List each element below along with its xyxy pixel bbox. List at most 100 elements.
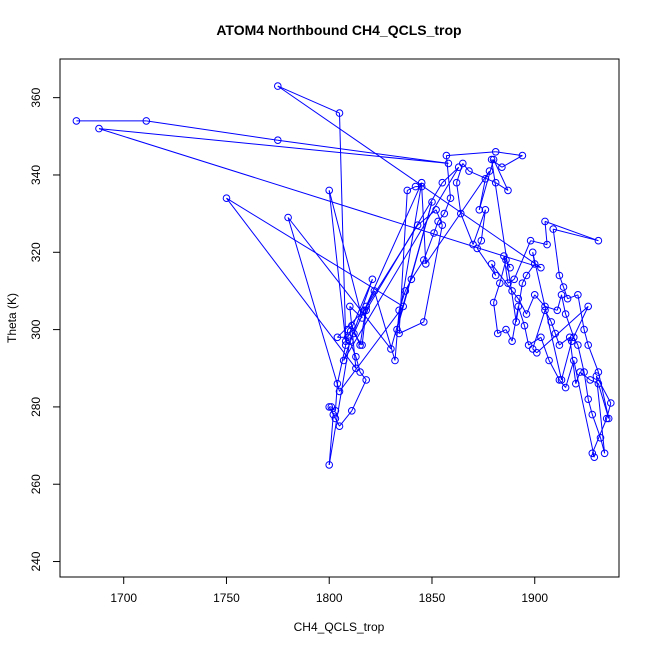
- series-points: [72, 82, 615, 469]
- data-point: [335, 109, 344, 117]
- data-point: [493, 329, 502, 338]
- series-segment: [443, 198, 451, 214]
- data-point: [557, 291, 566, 299]
- series-segment: [565, 360, 575, 388]
- y-axis-label: Theta (K): [5, 293, 19, 343]
- data-point: [350, 329, 358, 338]
- series-segment: [591, 414, 601, 438]
- data-point: [420, 256, 428, 264]
- data-point: [489, 298, 498, 307]
- data-point: [442, 151, 451, 160]
- data-point: [547, 318, 556, 326]
- series-segment: [396, 201, 433, 330]
- data-point: [520, 321, 529, 330]
- series-segment: [347, 325, 353, 330]
- data-point: [508, 337, 516, 346]
- y-tick-label: 360: [29, 87, 43, 107]
- series-segment: [445, 155, 451, 199]
- series-segment: [597, 383, 610, 419]
- data-point: [530, 291, 539, 299]
- data-point: [528, 248, 537, 257]
- data-point: [487, 260, 496, 268]
- data-point: [514, 294, 523, 303]
- series-segment: [544, 305, 558, 311]
- data-point: [368, 275, 377, 284]
- series-segment: [587, 399, 593, 415]
- series-segment: [361, 310, 367, 346]
- data-point: [580, 325, 588, 334]
- series-segment: [579, 371, 591, 381]
- data-point: [222, 194, 231, 202]
- series-segment: [497, 329, 507, 334]
- data-point: [360, 306, 369, 315]
- data-point: [559, 283, 568, 291]
- data-point: [504, 186, 512, 195]
- data-point: [522, 271, 531, 280]
- data-point: [588, 449, 597, 458]
- data-point: [341, 341, 350, 349]
- data-point: [358, 341, 366, 349]
- x-axis: 1700 1750 1800 1850 1900: [110, 577, 548, 605]
- data-point: [473, 244, 482, 253]
- data-point: [588, 410, 597, 419]
- data-point: [356, 368, 364, 376]
- y-tick-label: 320: [29, 242, 43, 262]
- series-segment: [521, 275, 527, 284]
- x-tick-label: 1850: [419, 591, 446, 605]
- series-segment: [532, 348, 538, 354]
- series-segment: [515, 283, 523, 322]
- series-segment: [277, 85, 340, 114]
- data-point: [399, 302, 408, 311]
- data-point: [434, 217, 442, 226]
- series-segment: [559, 379, 566, 388]
- data-point: [438, 178, 447, 187]
- series-segment: [553, 228, 599, 242]
- series-segment: [334, 418, 340, 427]
- series-segment: [573, 337, 579, 346]
- series-segment: [544, 221, 548, 245]
- data-point: [526, 236, 535, 245]
- series-segment: [491, 159, 517, 322]
- data-point: [327, 403, 336, 411]
- data-point: [481, 206, 490, 214]
- series-segment: [573, 360, 595, 458]
- data-point: [491, 178, 500, 187]
- data-point: [596, 434, 605, 442]
- data-point: [481, 175, 490, 183]
- x-tick-label: 1700: [110, 591, 137, 605]
- data-point: [557, 376, 566, 384]
- series-segment: [328, 414, 334, 465]
- series-segment: [373, 290, 396, 361]
- data-point: [348, 407, 356, 415]
- data-point: [469, 240, 477, 249]
- data-point: [574, 341, 582, 349]
- data-point: [407, 275, 416, 284]
- data-point: [358, 314, 366, 322]
- series-segment: [277, 139, 449, 164]
- data-point: [541, 217, 549, 226]
- series-segment: [587, 344, 599, 373]
- data-point: [590, 453, 599, 462]
- data-point: [325, 186, 334, 195]
- y-tick-label: 340: [29, 165, 43, 185]
- x-axis-label: CH4_QCLS_trop: [294, 620, 385, 634]
- data-point: [528, 345, 537, 353]
- data-point: [504, 279, 512, 288]
- data-point: [356, 341, 364, 349]
- data-point: [362, 302, 371, 311]
- data-point: [580, 368, 588, 376]
- data-point: [428, 198, 436, 206]
- data-point: [555, 341, 564, 349]
- data-point: [362, 376, 371, 384]
- data-point: [537, 263, 545, 272]
- data-point: [274, 136, 282, 144]
- data-point: [491, 271, 500, 280]
- series-segment: [446, 151, 496, 157]
- data-point: [475, 206, 484, 214]
- series-segment: [540, 337, 550, 361]
- series-segment: [550, 321, 556, 334]
- series-segment: [462, 163, 470, 172]
- series-segment: [433, 221, 439, 234]
- data-point: [142, 117, 151, 125]
- series-segment: [359, 371, 367, 381]
